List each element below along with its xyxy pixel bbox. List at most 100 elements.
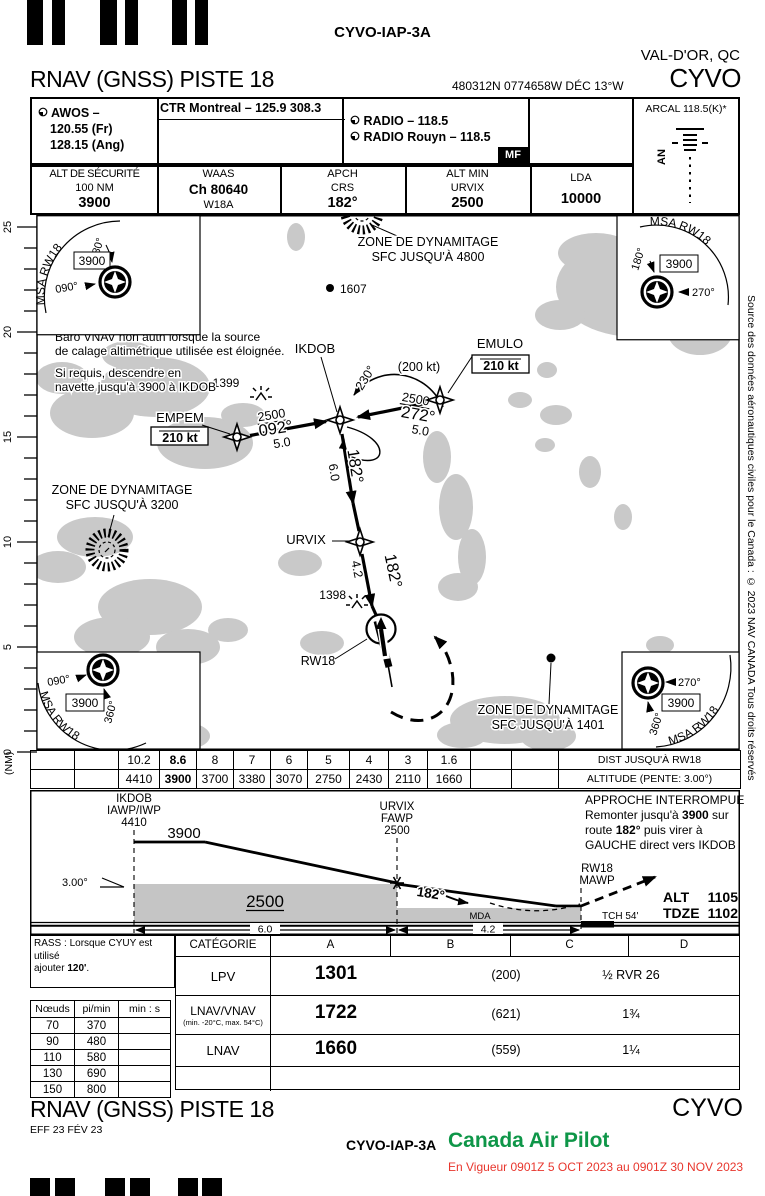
obstacle-1399: 1399 [211,375,273,401]
nm-unit-label: (NM) [3,752,15,775]
svg-text:IKDOB: IKDOB [295,341,335,356]
arcal-box: ARCAL 118.5(K)* AN [632,99,740,213]
waypoint-ikdob: IKDOB [293,340,354,434]
descent-path [134,840,581,908]
svg-text:25: 25 [2,221,14,233]
mda-block [397,908,581,923]
svg-text:IKDOB: IKDOB [116,793,152,805]
svg-text:4410: 4410 [121,817,147,829]
approach-course-box: APCH CRS 182° [327,168,358,211]
table-row: 4410 3900 3700 3380 3070 2750 2430 2110 … [30,769,741,789]
copyright-text: Source des données aéronautiques civiles… [745,295,757,781]
comm-divider [32,163,633,167]
svg-text:EMPEM: EMPEM [156,410,204,425]
broadcast-icon [350,114,360,128]
table-row: 10.2 8.6 8 7 6 5 4 3 1.6 DIST JUSQU'À RW… [30,750,741,770]
svg-text:0: 0 [2,749,14,755]
leg-urvix-rw18-course: 182° [381,552,406,589]
svg-text:20: 20 [2,326,14,338]
profile-border [30,790,740,935]
profile-course: 182° [416,884,446,903]
plan-border [36,215,740,750]
climb-rate-table: Nœuds pi/min min : s 70 370 90 480 110 580 … [30,1000,171,1098]
svg-text:ZONE DE DYNAMITAGE: ZONE DE DYNAMITAGE [358,235,499,249]
msa-inset-bottom-left: MSA RW18 090° 360° 3900 [36,651,201,751]
effective-date: EFF 23 FÉV 23 [30,1124,103,1136]
footer-chart-id: CYVO-IAP-3A [346,1137,437,1153]
svg-text:route 182° puis virer à: route 182° puis virer à [585,823,703,837]
table-row: 150 800 [30,1081,171,1098]
footer-procedure-title: RNAV (GNSS) PISTE 18 [30,1096,274,1122]
blast-zone-3200: ZONE DE DYNAMITAGE SFC JUSQU'À 3200 [50,482,194,567]
vda-dip [489,902,581,912]
publication-brand: Canada Air Pilot [448,1129,610,1152]
missed-climb-arrow [580,875,657,908]
leg-ikdob-urvix-dist: 6.0 [326,463,343,482]
distance-altitude-table: 10.2 8.6 8 7 6 5 4 3 1.6 DIST JUSQU'À RW… [30,750,741,789]
svg-text:2500: 2500 [401,390,431,409]
leg-ikdob-urvix-course: 182° [343,448,366,485]
svg-text:1398: 1398 [319,588,346,602]
leg-emulo-ikdob-labels: 2500 272° 5.0 [398,388,438,440]
missed-approach-text: APPROCHE INTERROMPUE Remonter jusqu'à 39… [585,793,744,852]
blast-zone-4800: ZONE DE DYNAMITAGE SFC JUSQU'À 4800 [345,215,500,266]
svg-text:de calage altimétrique utilisé: de calage altimétrique utilisée est éloi… [55,344,284,358]
validity-period: En Vigueur 0901Z 5 OCT 2023 au 0901Z 30 … [448,1160,744,1174]
alt-row-label: ALTITUDE (PENTE: 3.00°) [558,769,741,789]
svg-text:5.0: 5.0 [411,422,431,439]
obstacle-1398: 1398 [318,587,369,609]
svg-text:3900: 3900 [668,696,695,710]
waypoint-empem: EMPEM 210 kt [150,409,251,451]
svg-text:4.2: 4.2 [481,924,496,936]
radio-frequencies: RADIO – 118.5 RADIO Rouyn – 118.5 [350,113,530,145]
svg-text:360°: 360° [102,700,119,725]
broadcast-icon [350,130,360,144]
runway-18: RW18 [299,613,397,670]
svg-text:Baro VNAV non auth lorsque la: Baro VNAV non auth lorsque la source [55,330,261,344]
alt-label: ALT [663,889,690,905]
approach-tracks [249,373,455,722]
svg-text:090°: 090° [46,673,71,689]
missed-approach-track [390,635,455,722]
mandatory-frequency-badge: MF [498,147,528,163]
msa-inset-top-left: MSA RW18 180° 090° 3900 [33,215,201,336]
svg-text:2500: 2500 [384,825,410,837]
awos-frequencies: AWOS – 120.55 (Fr) 128.15 (Ang) [38,105,156,153]
min-altitude-box: ALT MIN URVIX 2500 [446,168,489,211]
svg-text:RW18: RW18 [581,863,613,875]
minima-table: CATÉGORIE A B C D LPV 1301 (200) ½ RVR 2… [175,935,740,1091]
minima-row-empty [176,1067,739,1091]
angle-icon [100,877,125,888]
svg-text:ZONE DE DYNAMITAGE: ZONE DE DYNAMITAGE [52,483,193,497]
svg-text:5: 5 [2,644,14,650]
blast-zone-1401: ZONE DE DYNAMITAGE SFC JUSQU'À 1401 [476,653,620,734]
broadcast-icon [38,106,48,120]
dist-row-label: DIST JUSQU'À RW18 [558,750,741,770]
footer-airport-icao: CYVO [672,1094,743,1122]
ctr-frequency: CTR Montreal – 125.9 308.3 [157,99,345,120]
nm-scale-labels: 25 20 15 10 5 0 (NM) [2,221,15,775]
table-row: 90 480 [30,1033,171,1050]
msa-inset-bottom-right: MSA RW18 270° 360° 3900 [621,651,740,750]
leg-urvix-rw18-dist: 4.2 [348,559,365,579]
waas-channel-box: WAAS Ch 80640 W18A [188,168,249,211]
airport-icao: CYVO [669,63,741,93]
table-row: 130 690 [30,1065,171,1082]
plan-view: 25 20 15 10 5 0 (NM) ZONE DE DYNAMITAGE … [2,215,740,775]
table-row: 110 580 [30,1049,171,1066]
descent-angle: 3.00° [62,877,88,889]
svg-text:092°: 092° [257,417,294,440]
table-row: 70 370 [30,1017,171,1034]
minima-row-lnav: LNAV 1660 (559) 1¼ [176,1035,739,1067]
svg-text:URVIX: URVIX [286,532,326,547]
svg-text:MAWP: MAWP [579,875,615,887]
tdze-value: 1102 [708,905,739,921]
svg-text:RW18: RW18 [301,654,336,668]
leg-empem-ikdob-labels: 2500 092° 5.0 [255,405,295,453]
procedure-title: RNAV (GNSS) PISTE 18 [30,66,274,92]
svg-text:360°: 360° [647,712,665,737]
svg-text:Si requis, descendre en: Si requis, descendre en [55,366,181,380]
svg-text:272°: 272° [400,403,437,427]
svg-text:GAUCHE direct vers IKDOB: GAUCHE direct vers IKDOB [585,838,736,852]
